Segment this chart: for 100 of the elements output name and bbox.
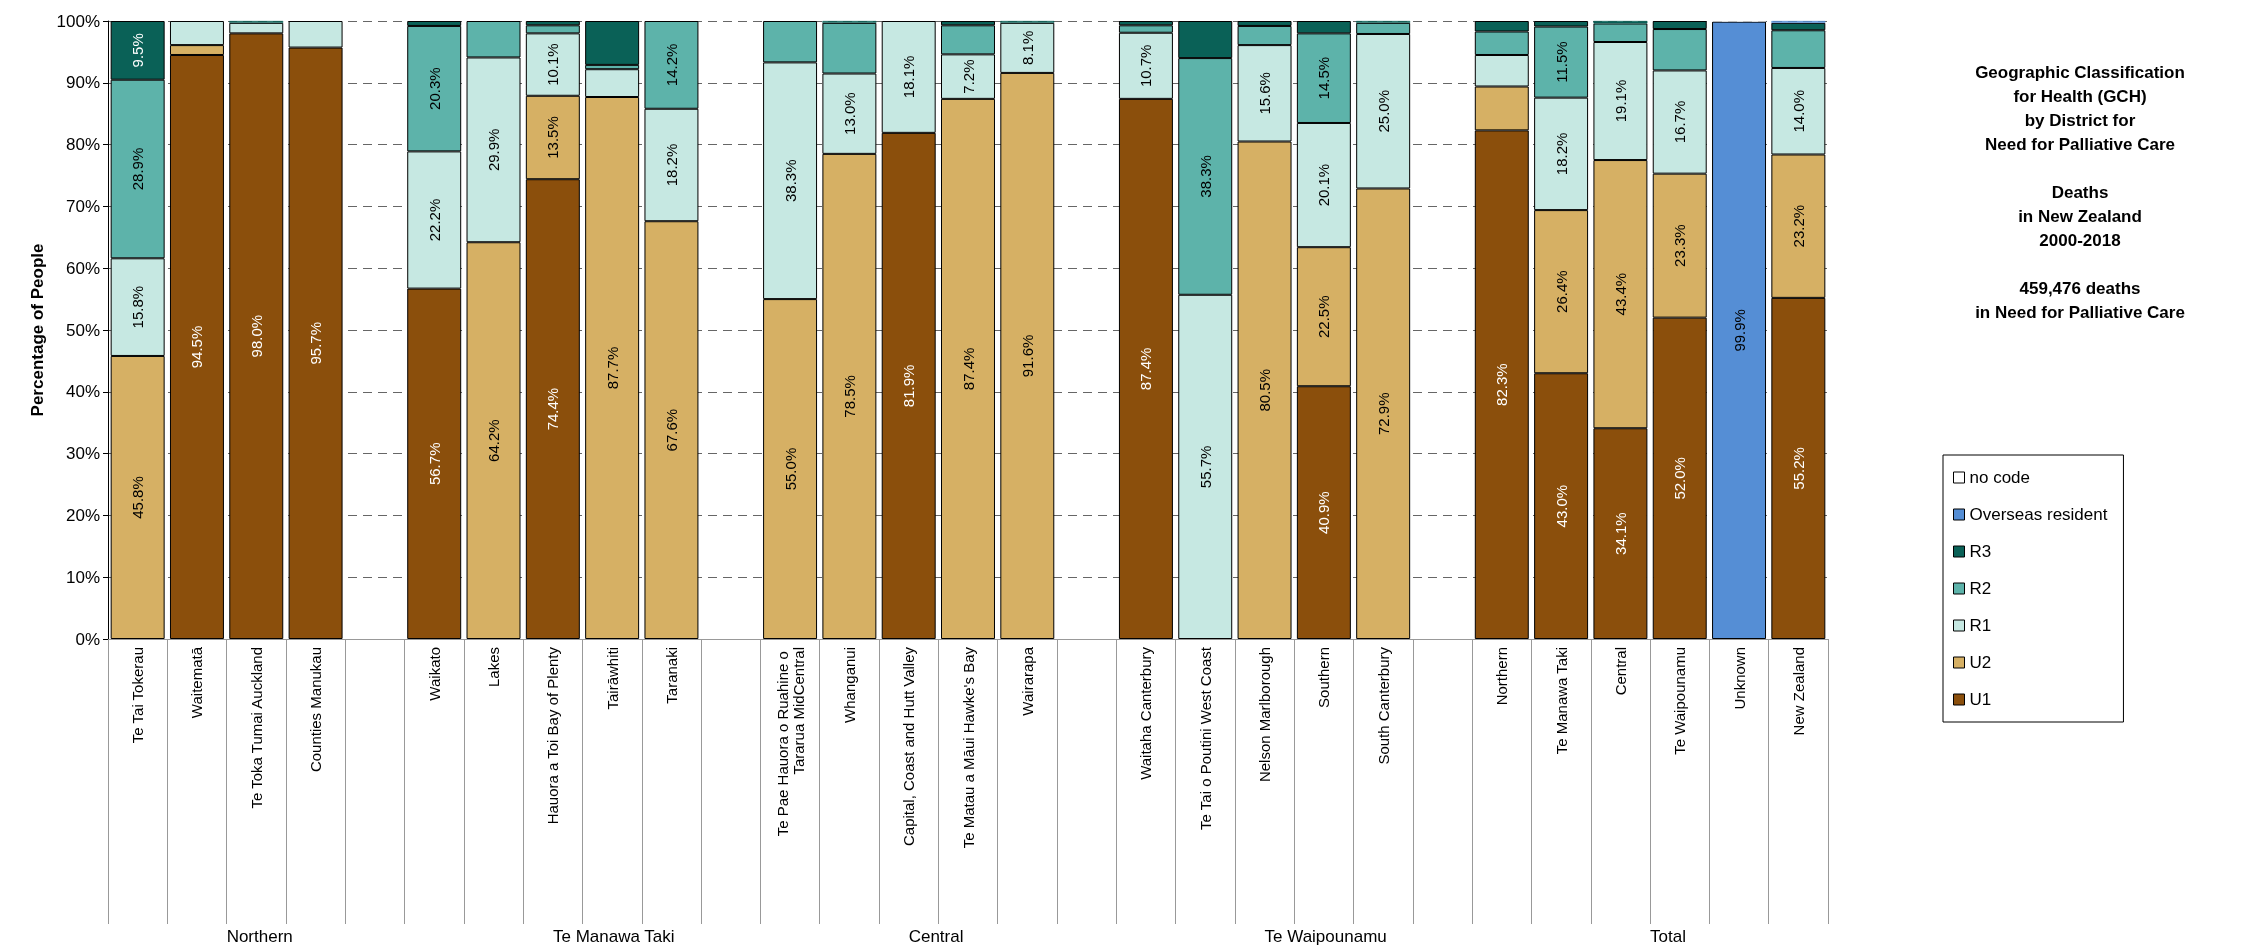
data-label: 16.7%	[1671, 100, 1689, 144]
data-label: 14.2%	[662, 43, 680, 87]
legend-label: U1	[1969, 690, 1992, 709]
data-label: 55.7%	[1196, 445, 1214, 489]
x-tick-label: Te Tai o Poutini West Coast	[1196, 646, 1214, 830]
x-tick-label: Waitematā	[188, 646, 206, 719]
data-label: 87.7%	[603, 346, 621, 390]
y-tick-label: 90%	[65, 73, 100, 93]
text: Deaths in New Zealand 2000-2018 459,476 deaths in Need for Palliative Care	[1975, 182, 2185, 322]
x-tick-label: Te Manawa Taki	[1552, 647, 1570, 755]
x-tick-label: Nelson Marlborough	[1256, 647, 1274, 783]
data-label: 94.5%	[188, 325, 206, 369]
data-label: 99.9%	[1730, 309, 1748, 352]
data-label: 56.7%	[425, 442, 443, 486]
data-label: 45.8%	[129, 476, 147, 519]
y-tick-label: 50%	[65, 320, 100, 340]
data-label: 13.0%	[840, 92, 858, 135]
data-label: 82.3%	[1493, 363, 1511, 406]
y-axis-title: Percentage of People	[27, 243, 47, 417]
data-label: 13.5%	[544, 116, 562, 159]
x-tick-label: South Canterbury	[1374, 646, 1392, 765]
data-label: 11.5%	[1552, 41, 1570, 83]
x-tick-label: Hauora a Toi Bay of Plenty	[544, 646, 562, 825]
x-tick-label: Counties Manukau	[307, 647, 325, 773]
data-label: 74.4%	[544, 387, 562, 431]
data-label: 14.0%	[1789, 89, 1807, 133]
data-label: 87.4%	[959, 347, 977, 391]
x-tick-label: Te Tai Tokerau	[129, 647, 147, 744]
data-label: 34.1%	[1611, 512, 1629, 555]
data-label: 15.8%	[129, 285, 147, 329]
y-tick-label: 80%	[65, 135, 100, 155]
data-label: 78.5%	[840, 375, 858, 418]
data-label: 8.1%	[1018, 30, 1036, 65]
x-tick-label: Waitaha Canterbury	[1137, 646, 1155, 780]
data-label: 80.5%	[1256, 368, 1274, 412]
text: Geographic Classification for Health (GCH) by District for Need for Palliative Care	[1975, 62, 2185, 154]
x-tick-label: Wairarapa	[1018, 646, 1036, 716]
data-label: 25.0%	[1374, 89, 1392, 133]
x-tick-label: Unknown	[1730, 647, 1748, 710]
legend-label: no code	[1969, 468, 2030, 487]
bar	[585, 21, 640, 65]
data-label: 29.9%	[485, 128, 503, 172]
data-label: 28.9%	[129, 147, 147, 191]
data-label: 23.3%	[1671, 224, 1689, 267]
text: Total	[1650, 927, 1686, 946]
x-tick-label: Southern	[1315, 647, 1333, 708]
text: Northern	[226, 927, 293, 946]
x-tick-label: Lakes	[485, 647, 503, 688]
y-tick-label: 100%	[56, 11, 100, 31]
x-tick-label: Te Matau a Māui Hawke's Bay	[959, 646, 977, 849]
legend-label: R1	[1969, 616, 1992, 635]
data-label: 98.0%	[247, 314, 265, 358]
data-label: 55.0%	[781, 447, 799, 491]
data-label: 14.5%	[1315, 56, 1333, 100]
data-label: 64.2%	[485, 419, 503, 462]
data-label: 38.3%	[781, 159, 799, 203]
x-tick-label: Te Toka Tumai Auckland	[247, 647, 265, 809]
data-label: 87.4%	[1137, 347, 1155, 391]
x-tick-label: Taranaki	[662, 647, 680, 704]
x-tick-label: Te Waipounamu	[1671, 647, 1689, 755]
bar	[1712, 21, 1767, 639]
data-label: 38.3%	[1196, 155, 1214, 198]
y-tick-label: 60%	[65, 258, 100, 278]
data-label: 15.6%	[1256, 72, 1274, 115]
data-label: 23.2%	[1789, 204, 1807, 248]
data-label: 19.1%	[1611, 79, 1629, 123]
data-label: 91.6%	[1018, 334, 1036, 378]
data-label: 40.9%	[1315, 491, 1333, 534]
data-label: 18.1%	[900, 55, 918, 99]
x-tick-label: Waikato	[425, 647, 443, 701]
data-label: 26.4%	[1552, 270, 1570, 313]
data-label: 18.2%	[1552, 132, 1570, 176]
data-label: 7.2%	[959, 59, 977, 94]
data-label: 67.6%	[662, 408, 680, 452]
y-tick-label: 20%	[65, 505, 100, 525]
data-label: 95.7%	[307, 322, 325, 365]
x-tick-label: Te Pae Hauora o Ruahine o Tararua MidCentral	[773, 647, 807, 837]
y-tick-label: 70%	[65, 196, 100, 216]
y-tick-label: 40%	[65, 382, 100, 402]
data-label: 20.3%	[425, 67, 443, 110]
data-label: 18.2%	[662, 143, 680, 187]
data-label: 10.7%	[1137, 44, 1155, 88]
data-label: 72.9%	[1374, 392, 1392, 436]
data-label: 55.2%	[1789, 447, 1807, 490]
data-label: 9.5%	[129, 33, 147, 68]
y-tick-label: 0%	[75, 629, 100, 649]
x-tick-label: Whanganui	[840, 647, 858, 723]
x-tick-label: Tairāwhiti	[603, 647, 621, 710]
x-tick-label: Central	[1611, 647, 1629, 696]
data-label: 22.5%	[1315, 295, 1333, 338]
x-tick-label: Northern	[1493, 647, 1511, 706]
data-label: 10.1%	[544, 43, 562, 86]
legend-label: U2	[1969, 653, 1992, 672]
data-label: 52.0%	[1671, 457, 1689, 500]
y-tick-label: 10%	[65, 567, 100, 587]
x-tick-label: New Zealand	[1789, 647, 1807, 736]
text: Central	[908, 927, 964, 946]
x-tick-label: Capital, Coast and Hutt Valley	[900, 646, 918, 846]
data-label: 43.0%	[1552, 484, 1570, 528]
legend-label: Overseas resident	[1969, 505, 2108, 524]
